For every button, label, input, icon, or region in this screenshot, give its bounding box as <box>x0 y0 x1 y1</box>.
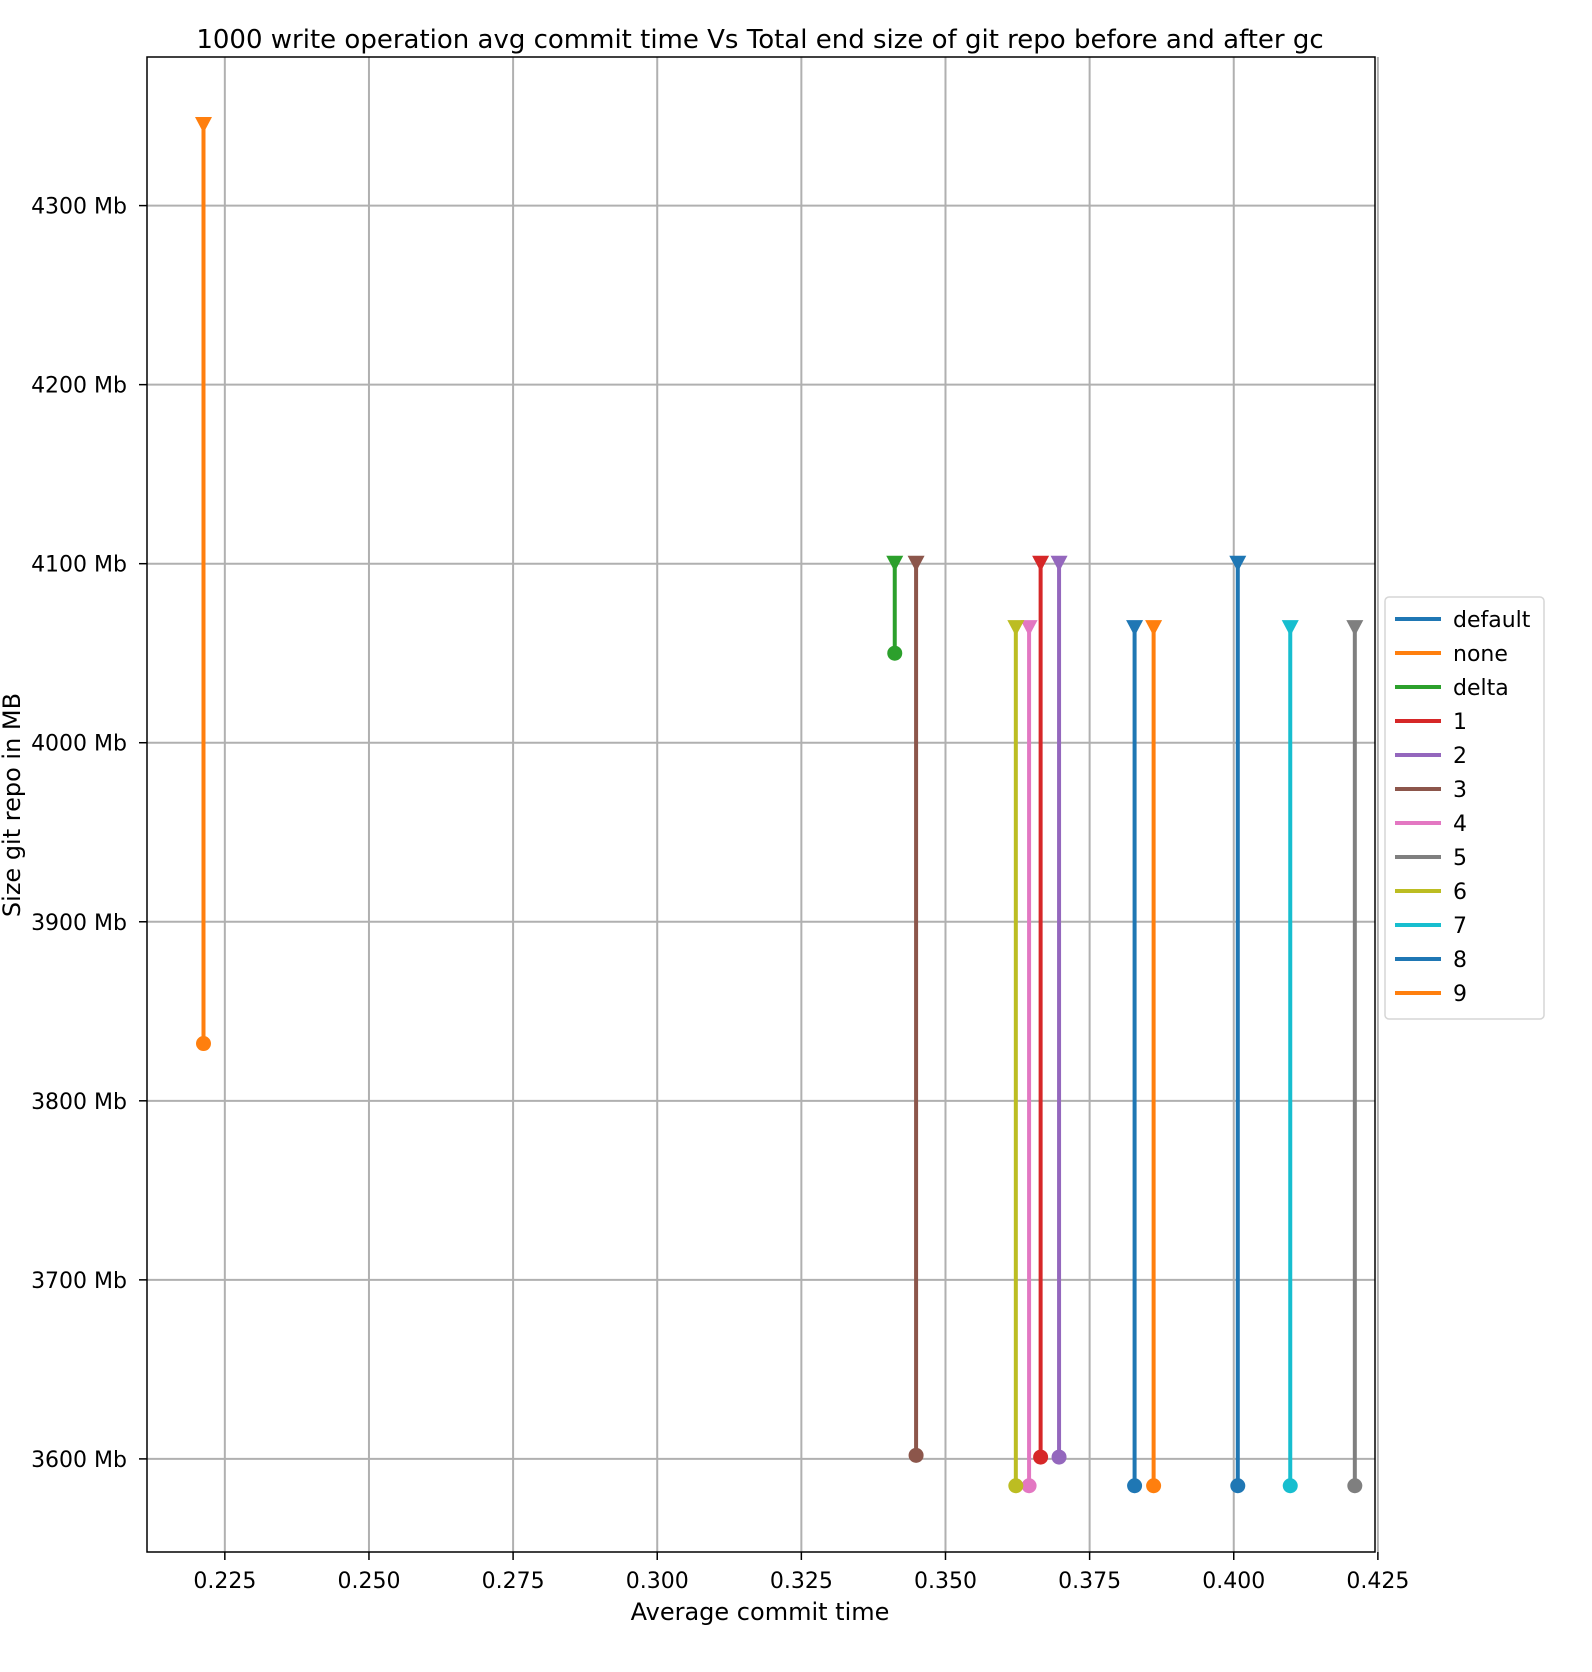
series-3-before-gc-marker <box>907 555 925 572</box>
legend-entry: 2 <box>1395 744 1467 769</box>
legend-label: 2 <box>1453 744 1467 769</box>
series-9-before-gc-marker <box>1145 620 1163 637</box>
grid <box>147 57 1379 1552</box>
legend-label: 6 <box>1453 880 1467 905</box>
legend-entry: delta <box>1395 676 1509 701</box>
x-axis: 0.225 0.250 0.275 0.300 0.325 0.350 0.375 0.400… <box>193 1552 1409 1594</box>
y-tick-label: 3900 Mb <box>31 911 127 936</box>
legend-label: 4 <box>1453 812 1467 837</box>
x-tick-label: 0.325 <box>770 1569 833 1594</box>
legend-label: 5 <box>1453 846 1467 871</box>
series-5 <box>1346 620 1364 1494</box>
series-7-before-gc-marker <box>1281 620 1299 637</box>
legend-entry: 3 <box>1395 778 1467 803</box>
y-tick-label: 4000 Mb <box>31 732 127 757</box>
y-tick-label: 4300 Mb <box>31 195 127 220</box>
series-none <box>194 117 212 1052</box>
legend-entry: default <box>1395 608 1531 633</box>
x-tick-label: 0.225 <box>193 1569 256 1594</box>
x-tick-label: 0.275 <box>482 1569 545 1594</box>
legend-entry: 8 <box>1395 948 1467 973</box>
series-5-after-gc-marker <box>1347 1478 1363 1494</box>
legend-label: none <box>1453 642 1508 667</box>
series-6 <box>1007 620 1025 1494</box>
y-axis-label: Size git repo in MB <box>0 693 26 917</box>
legend-entry: 7 <box>1395 914 1467 939</box>
series-8-before-gc-marker <box>1229 555 1247 572</box>
legend-entry: 6 <box>1395 880 1467 905</box>
legend-label: 9 <box>1453 982 1467 1007</box>
legend-entry: 1 <box>1395 710 1467 735</box>
series-4 <box>1020 620 1038 1494</box>
legend-label: delta <box>1453 676 1509 701</box>
series-1-after-gc-marker <box>1033 1449 1049 1465</box>
plot-frame <box>146 56 1376 1553</box>
series-2-before-gc-marker <box>1050 555 1068 572</box>
x-tick-label: 0.425 <box>1346 1569 1409 1594</box>
series-default-before-gc-marker <box>1126 620 1144 637</box>
y-tick-label: 3700 Mb <box>31 1269 127 1294</box>
x-tick-label: 0.250 <box>337 1569 400 1594</box>
legend-label: 8 <box>1453 948 1467 973</box>
plot-area <box>194 117 1364 1494</box>
legend-entry: 5 <box>1395 846 1467 871</box>
y-tick-label: 3800 Mb <box>31 1090 127 1115</box>
series-delta <box>886 555 904 661</box>
chart-title: 1000 write operation avg commit time Vs … <box>196 25 1323 55</box>
y-axis: 3600 Mb 3700 Mb 3800 Mb 3900 Mb 4000 Mb 4100 … <box>31 195 147 1473</box>
series-none-before-gc-marker <box>194 117 212 134</box>
x-tick-label: 0.300 <box>626 1569 689 1594</box>
legend-label: default <box>1453 608 1531 633</box>
series-none-after-gc-marker <box>195 1036 211 1052</box>
legend: default none delta 1 2 3 4 5 6 7 8 9 <box>1384 596 1545 1020</box>
legend-entry: 4 <box>1395 812 1467 837</box>
y-tick-label: 4200 Mb <box>31 374 127 399</box>
series-3 <box>907 555 925 1463</box>
series-5-before-gc-marker <box>1346 620 1364 637</box>
series-default-after-gc-marker <box>1127 1478 1143 1494</box>
series-9 <box>1145 620 1163 1494</box>
series-2 <box>1050 555 1068 1465</box>
x-tick-label: 0.350 <box>914 1569 977 1594</box>
series-8-after-gc-marker <box>1230 1478 1246 1494</box>
series-4-after-gc-marker <box>1021 1478 1037 1494</box>
series-delta-after-gc-marker <box>887 645 903 661</box>
y-tick-label: 4100 Mb <box>31 553 127 578</box>
series-2-after-gc-marker <box>1051 1449 1067 1465</box>
series-default <box>1126 620 1144 1494</box>
series-4-before-gc-marker <box>1020 620 1038 637</box>
series-6-after-gc-marker <box>1008 1478 1024 1494</box>
series-delta-before-gc-marker <box>886 555 904 572</box>
y-tick-label: 3600 Mb <box>31 1448 127 1473</box>
series-3-after-gc-marker <box>908 1447 924 1463</box>
series-9-after-gc-marker <box>1146 1478 1162 1494</box>
series-1 <box>1032 555 1050 1465</box>
legend-entry: none <box>1395 642 1508 667</box>
x-axis-label: Average commit time <box>631 1598 890 1626</box>
legend-label: 1 <box>1453 710 1467 735</box>
series-7 <box>1281 620 1299 1494</box>
legend-label: 7 <box>1453 914 1467 939</box>
series-8 <box>1229 555 1247 1494</box>
legend-label: 3 <box>1453 778 1467 803</box>
x-tick-label: 0.375 <box>1058 1569 1121 1594</box>
series-1-before-gc-marker <box>1032 555 1050 572</box>
series-6-before-gc-marker <box>1007 620 1025 637</box>
legend-entry: 9 <box>1395 982 1467 1007</box>
series-7-after-gc-marker <box>1282 1478 1298 1494</box>
x-tick-label: 0.400 <box>1202 1569 1265 1594</box>
legend-box <box>1384 596 1545 1020</box>
